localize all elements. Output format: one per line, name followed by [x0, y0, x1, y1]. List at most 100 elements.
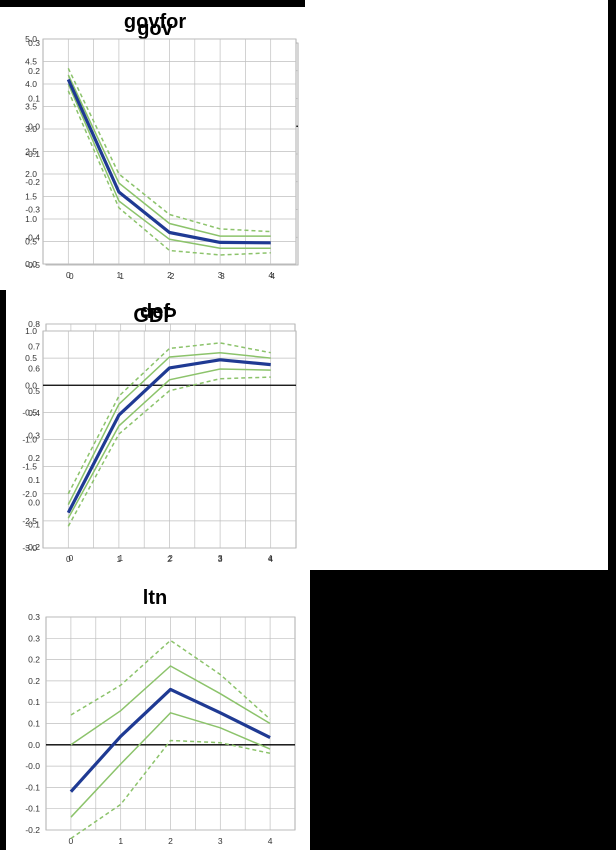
y-tick-label: -2.5: [22, 516, 37, 526]
y-tick-label: 0.1: [28, 475, 40, 485]
y-tick-label: 0.3: [28, 633, 40, 643]
y-tick-label: 0.2: [28, 676, 40, 686]
y-tick-label: 4.0: [25, 79, 37, 89]
x-tick-label: 3: [218, 553, 223, 563]
series-upper-outer: [70, 639, 271, 720]
x-tick-label: 3: [218, 836, 223, 846]
y-tick-label: 0.3: [28, 431, 40, 441]
y-tick-label: -0.2: [25, 177, 40, 187]
frame-bar-left-middle: [0, 290, 6, 568]
x-tick-label: 2: [168, 553, 173, 563]
series-lower-outer: [70, 739, 271, 840]
x-tick-label: 1: [118, 836, 123, 846]
chart-def: def-3.0-2.5-2.0-1.5-1.0-0.50.00.51.00 1 2 3…: [22, 301, 297, 564]
x-tick-label: 2: [167, 554, 172, 564]
x-tick-label: 2: [167, 270, 172, 280]
series-upper-outer: [67, 67, 271, 233]
y-tick-label: 3.0: [25, 124, 37, 134]
series-lower-inner: [67, 368, 271, 519]
series-lower-inner: [70, 711, 271, 818]
y-tick-label: 1.0: [25, 326, 37, 336]
y-tick-label: 0.2: [28, 655, 40, 665]
x-tick-label: 1: [118, 553, 123, 563]
frame-bar-right-middle: [608, 290, 616, 570]
y-tick-label: 0.2: [28, 66, 40, 76]
series-upper-inner: [67, 74, 271, 237]
chart-title: govfor: [124, 11, 186, 33]
y-tick-label: 1.5: [25, 192, 37, 202]
y-tick-label: 4.5: [25, 57, 37, 67]
y-tick-label: 0.0: [25, 259, 37, 269]
empty-panel: [310, 570, 616, 850]
series-irf: [66, 358, 271, 514]
y-tick-label: 0.6: [28, 364, 40, 374]
y-tick-label: 0.2: [28, 453, 40, 463]
series-lower-outer: [67, 90, 271, 256]
y-tick-label: -0.2: [25, 542, 40, 552]
x-tick-label: 0: [69, 271, 74, 281]
y-tick-label: 0.4: [28, 408, 40, 418]
y-tick-label: 2.5: [25, 147, 37, 157]
y-tick-label: -0.4: [25, 232, 40, 242]
x-tick-label: 0: [69, 836, 74, 846]
x-tick-label: 1: [117, 554, 122, 564]
y-tick-label: 3.5: [25, 102, 37, 112]
x-tick-label: 1: [119, 271, 124, 281]
y-tick-label: -0.1: [25, 149, 40, 159]
x-tick-label: 4: [268, 554, 273, 564]
x-tick-label: 0: [69, 553, 74, 563]
chart-title: def: [140, 301, 170, 323]
y-tick-label: -0.3: [25, 205, 40, 215]
y-tick-label: 0.8: [28, 319, 40, 329]
chart-gov: gov 0.0 0.5 1.0 1.5 2.0 2.5 3.0 3.5 4.0 4.5 5.0 0 1 2 3…: [25, 18, 297, 280]
y-tick-label: 0.5: [25, 353, 37, 363]
x-tick-label: 0: [66, 270, 71, 280]
chart-ltn: ltn -0.2 -0.1 -0.1 -0.0 0.0 0.1 0.1 0.2 0.2 0.3 0.3…: [25, 587, 296, 846]
x-tick-label: 4: [270, 271, 275, 281]
x-tick-label: 2: [170, 271, 175, 281]
frame-bar-left-bottom: [0, 568, 6, 850]
x-tick-label: 4: [268, 836, 273, 846]
series-irf: [66, 78, 271, 245]
y-tick-label: -0.2: [25, 825, 40, 835]
frame-bar-right-upper: [608, 0, 616, 290]
x-tick-label: 1: [117, 270, 122, 280]
series-lower-outer: [67, 376, 271, 527]
y-tick-label: -0.1: [25, 804, 40, 814]
x-tick-label: 4: [268, 553, 273, 563]
y-tick-label: -2.0: [22, 489, 37, 499]
y-tick-label: 1.0: [25, 214, 37, 224]
series-lower-inner: [67, 83, 271, 250]
series-upper-inner: [70, 665, 271, 746]
series-upper-inner: [67, 351, 271, 505]
x-tick-label: 3: [220, 271, 225, 281]
chart-title: gov: [137, 18, 173, 40]
y-tick-label: -0.0: [25, 761, 40, 771]
y-tick-label: 0.1: [28, 94, 40, 104]
x-tick-label: 3: [218, 554, 223, 564]
y-tick-label: 0.5: [25, 237, 37, 247]
y-tick-label: 0.3: [28, 38, 40, 48]
chart-title: GDP: [133, 305, 176, 327]
y-tick-label: 0.0: [25, 380, 37, 390]
y-tick-label: 0.1: [28, 719, 40, 729]
y-tick-label: -0.1: [25, 782, 40, 792]
y-tick-label: 0.5: [28, 386, 40, 396]
y-tick-label: -1.5: [22, 462, 37, 472]
x-tick-label: 3: [218, 270, 223, 280]
series-upper-outer: [67, 342, 271, 495]
x-tick-label: 2: [168, 836, 173, 846]
x-tick-label: 0: [66, 554, 71, 564]
y-tick-label: -3.0: [22, 543, 37, 553]
y-tick-label: 0.1: [28, 697, 40, 707]
y-tick-label: 0.0: [28, 740, 40, 750]
y-tick-label: 0.7: [28, 341, 40, 351]
y-tick-label: -0.5: [25, 260, 40, 270]
series-irf: [69, 687, 271, 793]
y-tick-label: -1.0: [22, 435, 37, 445]
x-tick-label: 4: [268, 270, 273, 280]
y-tick-label: 0.3: [28, 612, 40, 622]
chart-title: ltn: [143, 587, 167, 609]
y-tick-label: -0.1: [25, 520, 40, 530]
y-tick-label: 0.0: [28, 121, 40, 131]
